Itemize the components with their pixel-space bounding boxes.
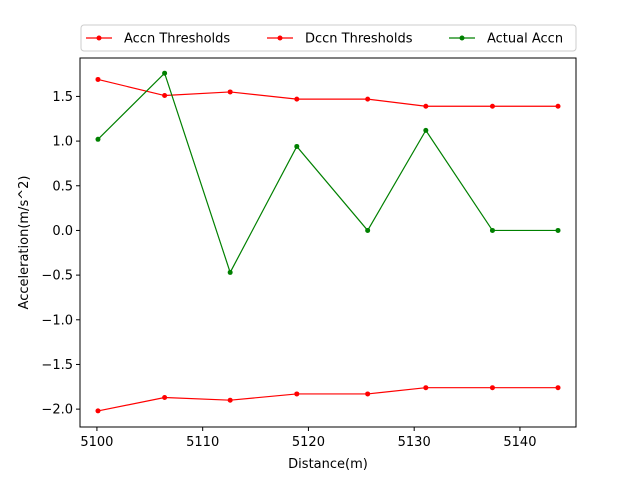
data-point bbox=[294, 143, 300, 149]
legend-entry: Accn Thresholds bbox=[86, 32, 230, 47]
legend-swatch-marker bbox=[459, 35, 465, 41]
axes-frame bbox=[79, 57, 577, 428]
data-point bbox=[423, 103, 429, 109]
series-1 bbox=[95, 385, 561, 414]
x-tick-label: 5120 bbox=[292, 435, 325, 450]
x-axis-ticks: 5100 5110 5120 5130 5140 bbox=[80, 427, 536, 450]
x-tick-label: 5130 bbox=[398, 435, 431, 450]
y-tick-label: −0.5 bbox=[41, 269, 73, 284]
y-tick-label: −1.5 bbox=[41, 358, 73, 373]
data-point bbox=[423, 127, 429, 133]
data-point bbox=[489, 385, 495, 391]
x-axis-label: Distance(m) bbox=[288, 457, 368, 472]
x-tick-label: 5110 bbox=[186, 435, 219, 450]
y-tick-label: 0.5 bbox=[52, 179, 73, 194]
data-point bbox=[294, 96, 300, 102]
data-point bbox=[95, 136, 101, 142]
legend-label: Accn Thresholds bbox=[124, 32, 230, 47]
legend: Accn Thresholds Dccn Thresholds Actual Acc… bbox=[80, 24, 577, 52]
y-tick-label: 0.0 bbox=[52, 224, 73, 239]
y-tick-label: 1.0 bbox=[52, 135, 73, 150]
data-point bbox=[162, 70, 168, 76]
y-tick-label: −2.0 bbox=[41, 403, 73, 418]
legend-entry: Actual Accn bbox=[449, 32, 563, 47]
data-point bbox=[365, 227, 371, 233]
x-tick-label: 5140 bbox=[503, 435, 536, 450]
y-axis-label: Acceleration(m/s^2) bbox=[17, 176, 32, 310]
data-point bbox=[294, 391, 300, 397]
data-point bbox=[95, 76, 101, 82]
legend-swatch-marker bbox=[96, 35, 102, 41]
data-point bbox=[227, 397, 233, 403]
data-point bbox=[162, 93, 168, 99]
data-point bbox=[555, 103, 561, 109]
data-point bbox=[423, 385, 429, 391]
x-tick-label: 5100 bbox=[80, 435, 113, 450]
data-point bbox=[95, 408, 101, 414]
series-layer bbox=[95, 70, 561, 414]
data-point bbox=[227, 269, 233, 275]
series-line bbox=[97, 387, 559, 412]
series-0 bbox=[95, 76, 561, 109]
data-point bbox=[555, 385, 561, 391]
legend-label: Dccn Thresholds bbox=[305, 32, 413, 47]
legend-box bbox=[80, 24, 577, 52]
data-point bbox=[489, 227, 495, 233]
y-tick-label: 1.5 bbox=[52, 90, 73, 105]
data-point bbox=[555, 227, 561, 233]
series-line bbox=[97, 72, 559, 274]
data-point bbox=[489, 103, 495, 109]
legend-entry: Dccn Thresholds bbox=[267, 32, 413, 47]
series-2 bbox=[95, 70, 561, 275]
y-axis-ticks: −2.0 −1.5 −1.0 −0.5 0.0 0.5 1.0 1.5 bbox=[41, 90, 80, 418]
data-point bbox=[162, 395, 168, 401]
series-line bbox=[97, 78, 559, 107]
legend-swatch-marker bbox=[277, 35, 283, 41]
y-tick-label: −1.0 bbox=[41, 313, 73, 328]
legend-label: Actual Accn bbox=[487, 32, 563, 47]
data-point bbox=[227, 89, 233, 95]
data-point bbox=[365, 391, 371, 397]
data-point bbox=[365, 96, 371, 102]
